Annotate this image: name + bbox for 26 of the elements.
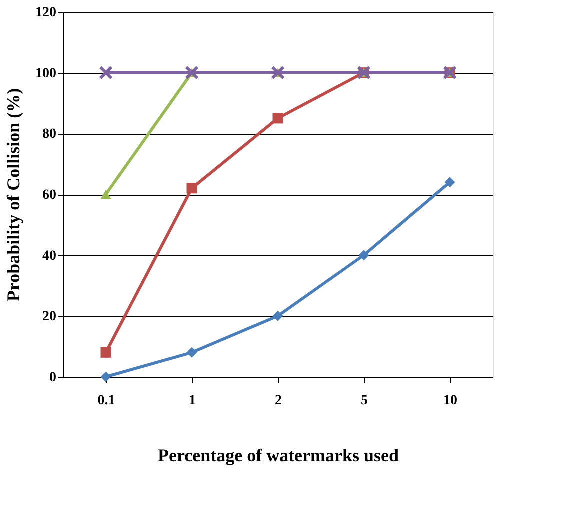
x-tick-label: 1 [189,394,196,408]
x-tick-label: 2 [275,394,282,408]
point [100,190,112,200]
y-tick-label: 20 [42,310,56,325]
point [186,183,198,194]
x-tick-label: 10 [444,394,458,408]
y-tick-label: 0 [50,370,56,386]
point [444,177,456,188]
point [185,66,199,80]
y-tick-label: 80 [42,127,56,142]
point [272,310,284,322]
point [272,113,284,124]
y-tick-label: 100 [36,66,56,82]
y-tick-label: 40 [42,248,56,264]
point [100,347,112,358]
y-tick-label: 120 [36,6,56,20]
point [100,372,112,382]
point [99,66,113,80]
point [271,66,285,80]
x-axis-title: Percentage of watermarks used [158,446,400,466]
y-tick-label: 60 [42,188,56,203]
point [358,250,370,261]
point [186,347,198,358]
y-axis-title: Probability of Collision (%) [4,88,24,302]
x-tick-label: 5 [361,394,368,408]
x-tick-label: 0.1 [98,394,116,408]
